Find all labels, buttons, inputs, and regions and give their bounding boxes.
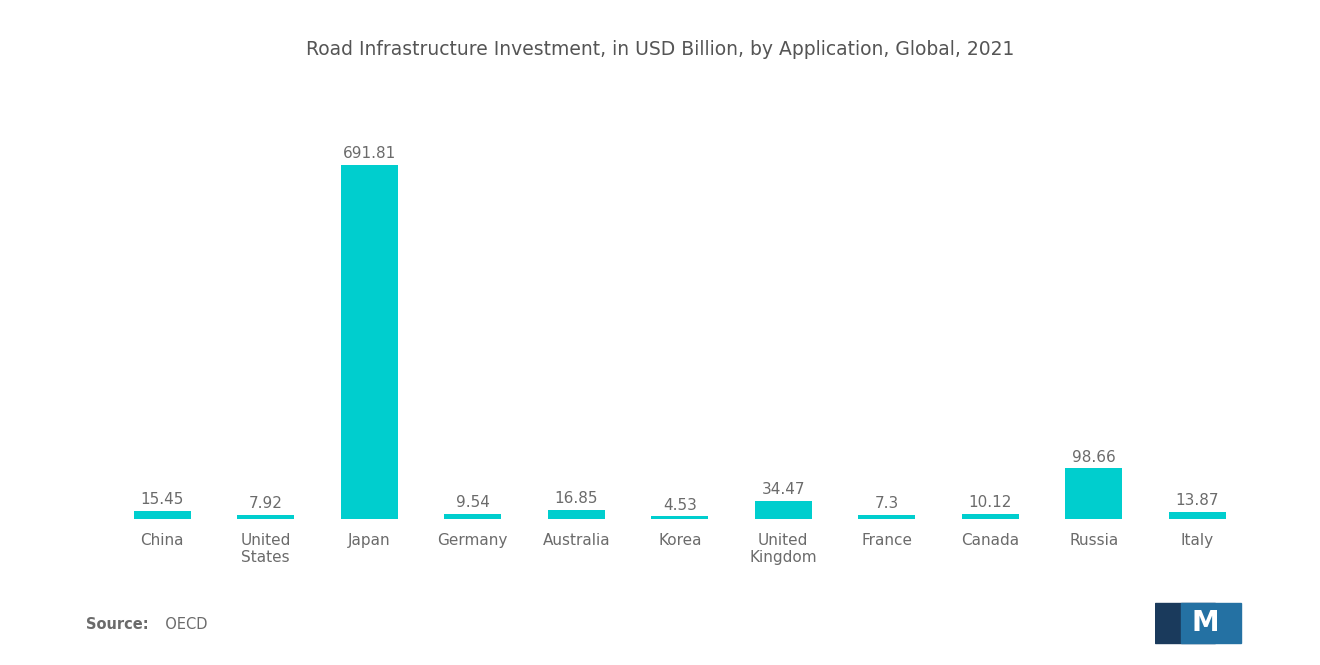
- FancyBboxPatch shape: [1155, 604, 1214, 644]
- Text: 15.45: 15.45: [140, 492, 183, 507]
- Text: Road Infrastructure Investment, in USD Billion, by Application, Global, 2021: Road Infrastructure Investment, in USD B…: [306, 40, 1014, 59]
- Bar: [238, 515, 294, 519]
- Text: 98.66: 98.66: [1072, 450, 1115, 465]
- Bar: [445, 514, 502, 519]
- Text: OECD: OECD: [156, 616, 207, 632]
- Text: M: M: [1192, 609, 1220, 638]
- Bar: [755, 501, 812, 519]
- Text: 7.3: 7.3: [875, 496, 899, 511]
- Text: 9.54: 9.54: [455, 495, 490, 510]
- Bar: [1065, 468, 1122, 519]
- Bar: [858, 515, 915, 519]
- Text: 16.85: 16.85: [554, 491, 598, 507]
- Text: 7.92: 7.92: [249, 496, 282, 511]
- Bar: [341, 165, 397, 519]
- Bar: [548, 510, 605, 519]
- Bar: [1170, 511, 1226, 519]
- Text: 4.53: 4.53: [663, 498, 697, 513]
- Text: 13.87: 13.87: [1176, 493, 1220, 508]
- Text: Source:: Source:: [86, 616, 148, 632]
- Bar: [962, 513, 1019, 519]
- Text: 34.47: 34.47: [762, 483, 805, 497]
- FancyBboxPatch shape: [1181, 604, 1241, 644]
- Text: 10.12: 10.12: [969, 495, 1012, 510]
- Bar: [133, 511, 190, 519]
- Text: 691.81: 691.81: [343, 146, 396, 161]
- Bar: [651, 517, 709, 519]
